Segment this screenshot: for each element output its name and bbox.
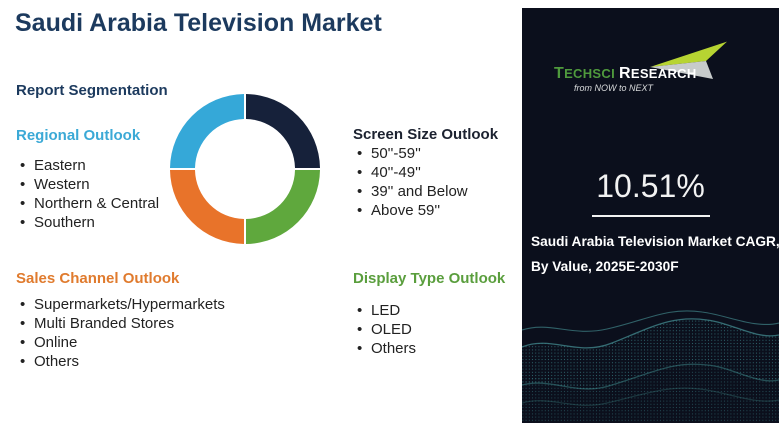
svg-text:TECHSCI: TECHSCI: [554, 65, 615, 82]
svg-text:from NOW to NEXT: from NOW to NEXT: [574, 83, 655, 93]
svg-text:RESEARCH: RESEARCH: [619, 65, 697, 82]
